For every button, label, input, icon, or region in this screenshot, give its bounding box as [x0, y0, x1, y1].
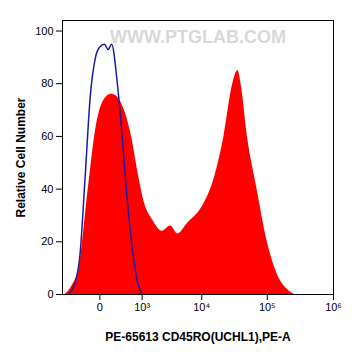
- svg-text:20: 20: [41, 235, 53, 247]
- svg-text:10⁴: 10⁴: [193, 301, 210, 313]
- svg-text:100: 100: [35, 25, 53, 37]
- svg-text:40: 40: [41, 183, 53, 195]
- svg-text:0: 0: [47, 288, 53, 300]
- svg-text:0: 0: [97, 301, 103, 313]
- svg-text:80: 80: [41, 77, 53, 89]
- svg-text:WWW.PTGLAB.COM: WWW.PTGLAB.COM: [110, 27, 286, 47]
- svg-text:10⁶: 10⁶: [325, 301, 342, 313]
- svg-text:10⁵: 10⁵: [259, 301, 276, 313]
- svg-text:Relative Cell Number: Relative Cell Number: [14, 97, 28, 217]
- svg-text:10³: 10³: [134, 301, 150, 313]
- svg-text:60: 60: [41, 130, 53, 142]
- svg-text:PE-65613 CD45RO(UCHL1),PE-A: PE-65613 CD45RO(UCHL1),PE-A: [105, 330, 291, 344]
